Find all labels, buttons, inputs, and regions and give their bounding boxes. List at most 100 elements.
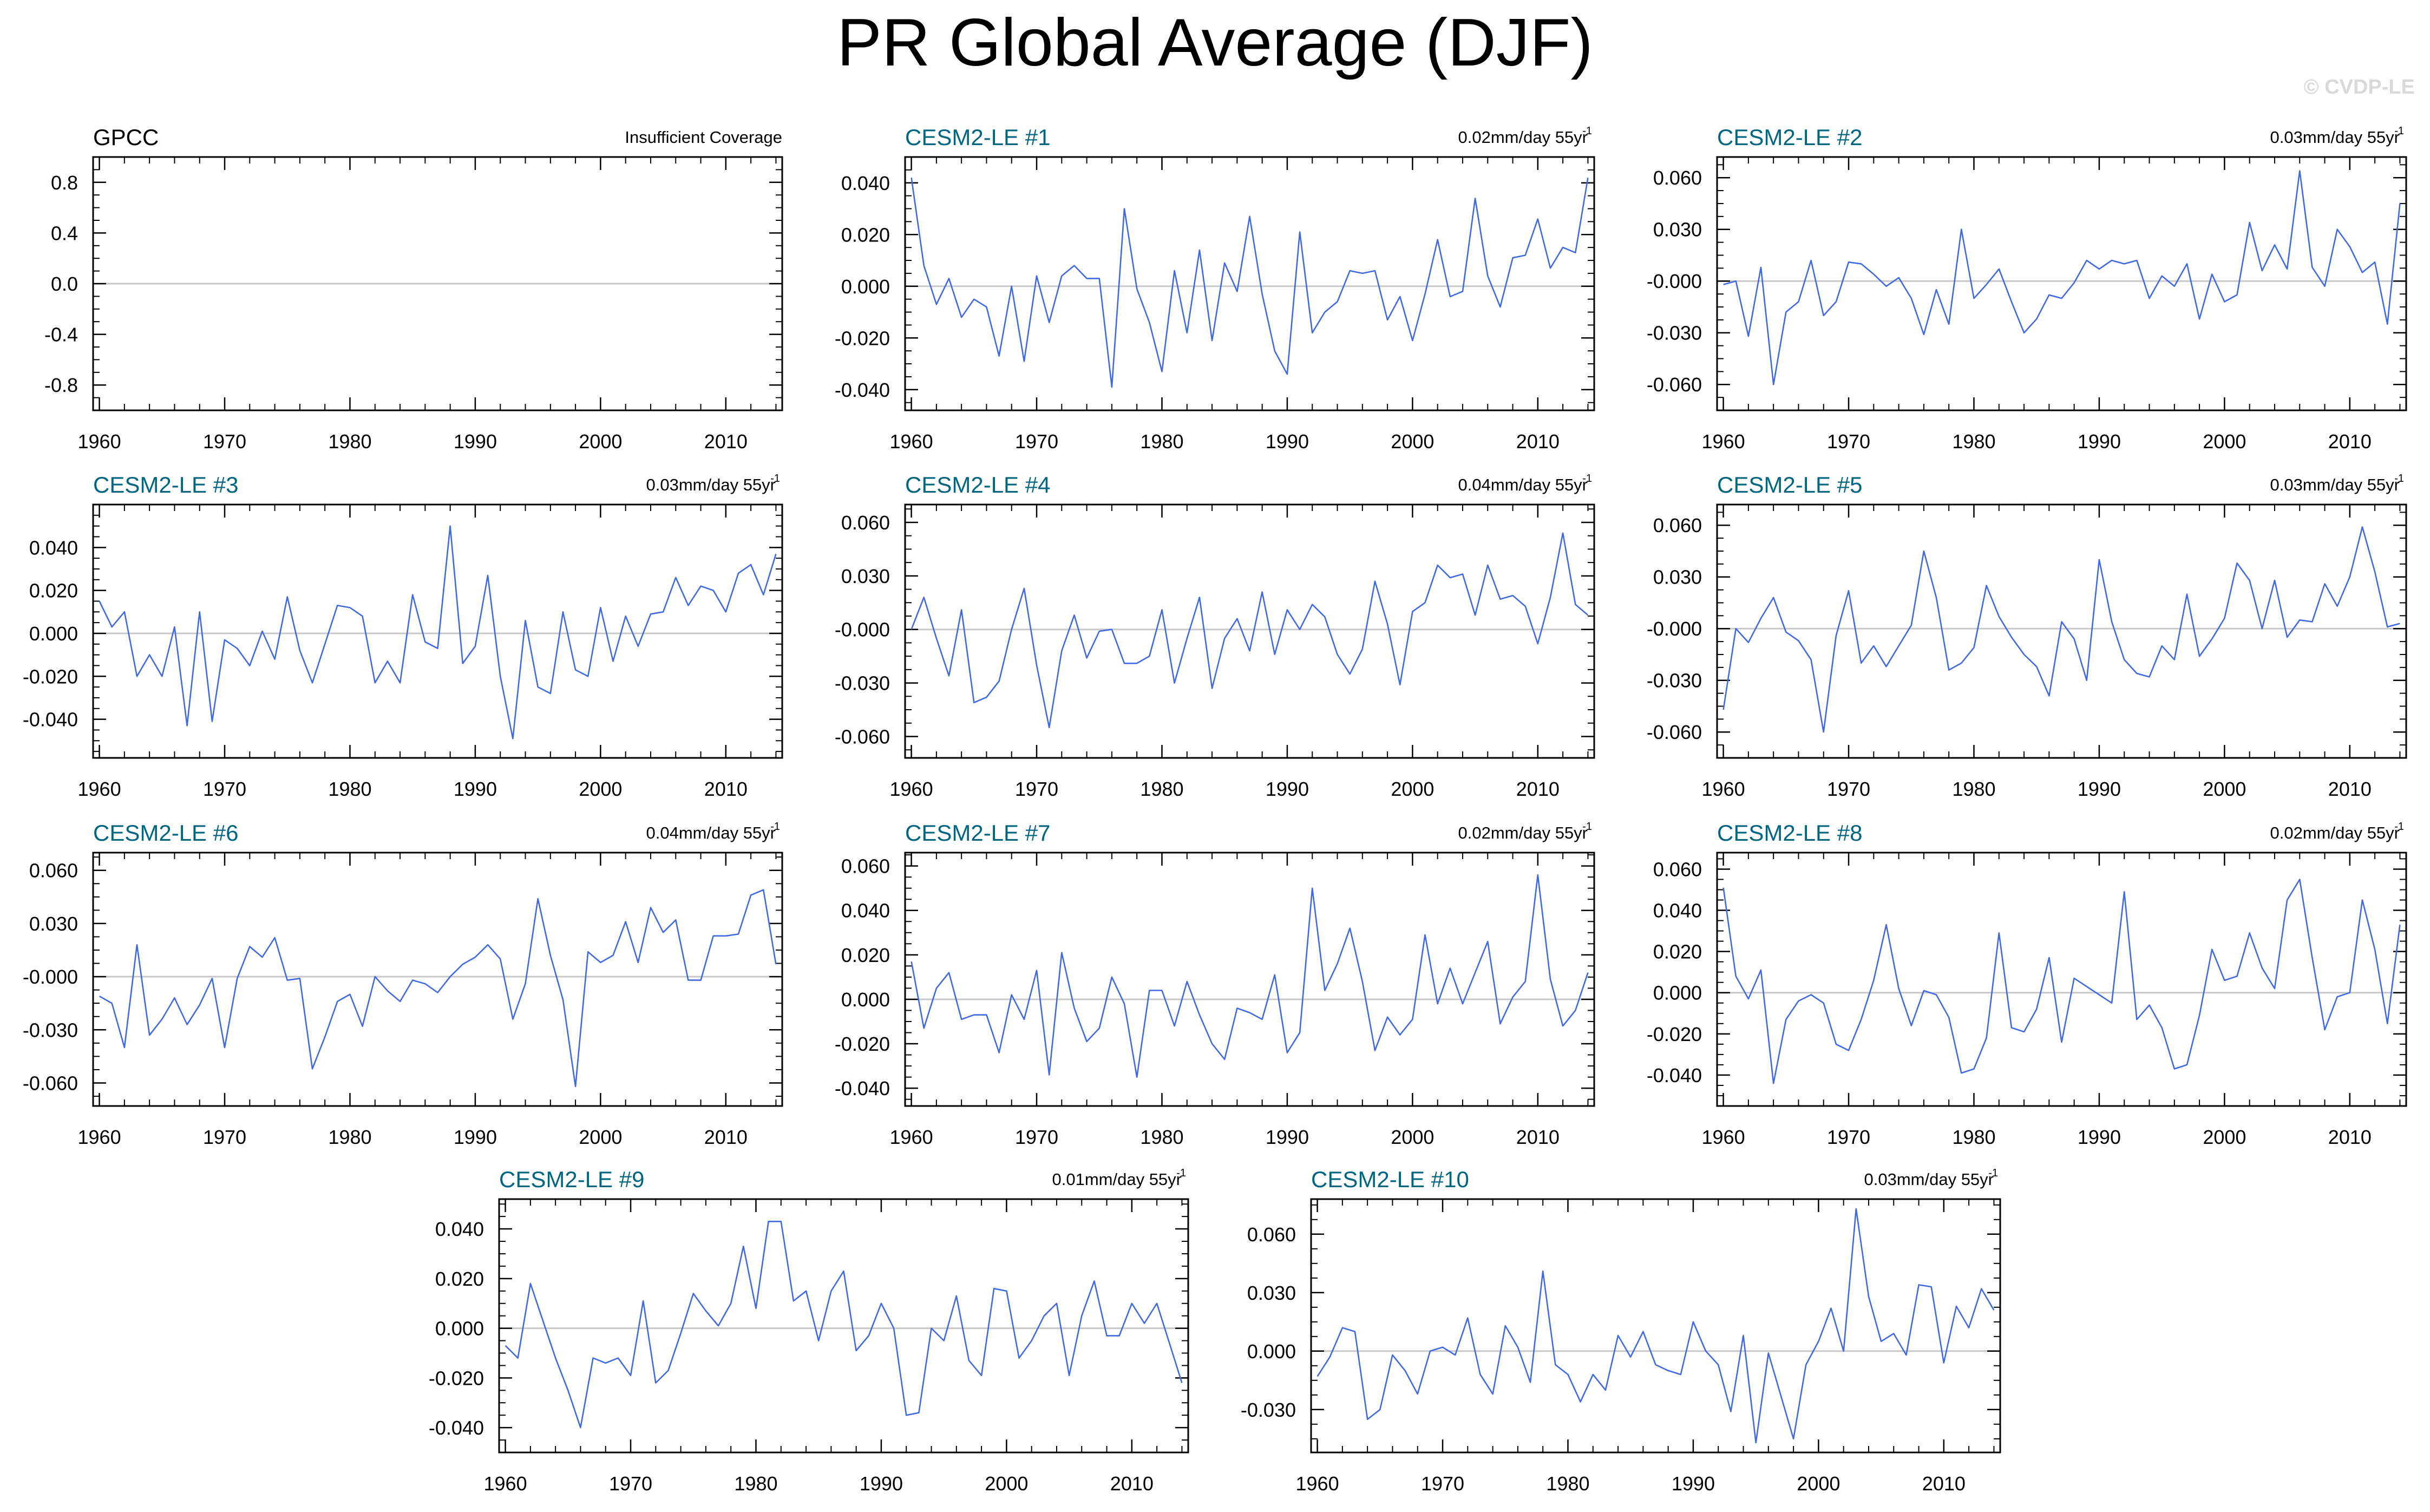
x-tick-label: 1980 — [1140, 430, 1183, 453]
panel-11: CESM2-LE #10 0.03mm/day 55yr-1 -0.030 0.000… — [1241, 1167, 2001, 1495]
trend-exponent: -1 — [770, 821, 780, 833]
y-tick-label: -0.4 — [44, 324, 78, 346]
x-tick-label: 1980 — [734, 1472, 777, 1495]
panel-title: CESM2-LE #7 — [905, 820, 1050, 846]
y-tick-label: 0.000 — [1247, 1340, 1296, 1363]
x-tick-label: 1970 — [1015, 778, 1058, 800]
x-tick-label: 2000 — [579, 430, 622, 453]
y-tick-label: -0.020 — [429, 1367, 484, 1389]
x-tick-label: 1970 — [1827, 430, 1870, 453]
x-tick-label: 1970 — [203, 778, 246, 800]
x-tick-label: 2010 — [2328, 430, 2372, 453]
x-tick-label: 1960 — [890, 1126, 933, 1148]
x-tick-label: 1980 — [328, 778, 371, 800]
x-tick-label: 2010 — [1922, 1472, 1966, 1495]
plot-frame — [498, 1198, 1189, 1454]
y-tick-label: -0.030 — [835, 672, 890, 695]
y-tick-label: -0.000 — [835, 619, 890, 641]
x-tick-label: 2010 — [704, 430, 748, 453]
panel-title: CESM2-LE #4 — [905, 472, 1050, 498]
panel-5: CESM2-LE #4 0.04mm/day 55yr-1 -0.060 -0.030… — [835, 472, 1595, 800]
x-tick-label: 1960 — [78, 1126, 121, 1148]
panel-3: CESM2-LE #2 0.03mm/day 55yr-1 -0.060 -0.030… — [1647, 125, 2407, 453]
trend-exponent: -1 — [1582, 821, 1592, 833]
panel-title: GPCC — [93, 125, 159, 150]
x-tick-label: 2000 — [985, 1472, 1028, 1495]
y-tick-label: 0.020 — [29, 580, 78, 602]
y-tick-label: 0.020 — [435, 1268, 484, 1290]
y-tick-label: 0.000 — [841, 989, 890, 1011]
x-tick-label: 1970 — [1015, 1126, 1058, 1148]
x-tick-label: 2010 — [1516, 1126, 1560, 1148]
x-tick-label: 1970 — [1421, 1472, 1464, 1495]
y-tick-label: 0.060 — [29, 860, 78, 882]
y-tick-label: -0.060 — [23, 1072, 78, 1094]
trend-exponent: -1 — [2394, 821, 2404, 833]
trend-label: Insufficient Coverage — [625, 128, 782, 147]
plot-frame — [1716, 503, 2407, 759]
trend-label: 0.03mm/day 55yr — [1864, 1170, 1994, 1189]
panel-7: CESM2-LE #6 0.04mm/day 55yr-1 -0.060 -0.030… — [23, 820, 783, 1148]
x-tick-label: 1970 — [1015, 430, 1058, 453]
panel-title: CESM2-LE #2 — [1717, 125, 1862, 150]
x-tick-label: 1980 — [1546, 1472, 1589, 1495]
panel-title: CESM2-LE #9 — [499, 1167, 644, 1192]
panel-title: CESM2-LE #8 — [1717, 820, 1862, 846]
x-tick-label: 1960 — [890, 778, 933, 800]
y-tick-label: -0.030 — [23, 1019, 78, 1041]
x-tick-label: 2010 — [1516, 778, 1560, 800]
x-tick-label: 1960 — [1702, 430, 1745, 453]
x-tick-label: 1990 — [2078, 778, 2121, 800]
plot-frame — [1310, 1198, 2001, 1454]
panel-4: CESM2-LE #3 0.03mm/day 55yr-1 -0.040 -0.020… — [23, 472, 783, 800]
panel-title: CESM2-LE #5 — [1717, 472, 1862, 498]
series-line — [911, 177, 1589, 388]
y-tick-label: 0.000 — [29, 623, 78, 645]
y-tick-label: -0.040 — [1647, 1064, 1702, 1086]
x-tick-label: 1960 — [78, 778, 121, 800]
y-tick-label: 0.4 — [51, 222, 78, 244]
y-tick-label: -0.000 — [23, 966, 78, 988]
y-tick-label: -0.000 — [1647, 270, 1702, 292]
x-tick-label: 1960 — [1702, 778, 1745, 800]
x-tick-label: 2000 — [1391, 430, 1434, 453]
x-tick-label: 2000 — [1391, 1126, 1434, 1148]
y-tick-label: -0.030 — [1241, 1399, 1296, 1421]
y-tick-label: 0.040 — [435, 1218, 484, 1240]
x-tick-label: 2000 — [2203, 430, 2246, 453]
series-line — [1722, 526, 2400, 733]
y-tick-label: 0.040 — [841, 172, 890, 194]
plot-frame — [904, 852, 1595, 1107]
y-tick-label: 0.000 — [841, 276, 890, 298]
x-tick-label: 1990 — [1266, 1126, 1309, 1148]
plot-frame — [92, 156, 783, 411]
plot-frame — [904, 156, 1595, 411]
plot-frame — [92, 852, 783, 1107]
x-tick-label: 2000 — [579, 778, 622, 800]
y-tick-label: -0.040 — [835, 1077, 890, 1099]
y-tick-label: -0.020 — [1647, 1023, 1702, 1045]
y-tick-label: 0.030 — [1653, 566, 1702, 588]
y-tick-label: -0.030 — [1647, 322, 1702, 344]
trend-exponent: -1 — [2394, 125, 2404, 137]
y-tick-label: -0.000 — [1647, 618, 1702, 640]
trend-label: 0.04mm/day 55yr — [646, 823, 776, 842]
y-tick-label: 0.060 — [1653, 514, 1702, 536]
x-tick-label: 1990 — [2078, 1126, 2121, 1148]
y-tick-label: -0.040 — [429, 1417, 484, 1439]
y-tick-label: -0.020 — [835, 1033, 890, 1055]
x-tick-label: 1990 — [1266, 778, 1309, 800]
x-tick-label: 1980 — [1140, 1126, 1183, 1148]
x-tick-label: 2000 — [1797, 1472, 1840, 1495]
x-tick-label: 1960 — [1296, 1472, 1339, 1495]
y-tick-label: 0.040 — [841, 900, 890, 922]
y-tick-label: -0.020 — [23, 665, 78, 688]
y-tick-label: 0.030 — [29, 913, 78, 935]
trend-label: 0.02mm/day 55yr — [1458, 823, 1588, 842]
y-tick-label: 0.000 — [1653, 982, 1702, 1004]
trend-exponent: -1 — [1582, 125, 1592, 137]
y-tick-label: 0.0 — [51, 273, 78, 295]
panel-6: CESM2-LE #5 0.03mm/day 55yr-1 -0.060 -0.030… — [1647, 472, 2407, 800]
y-tick-label: 0.020 — [841, 224, 890, 246]
